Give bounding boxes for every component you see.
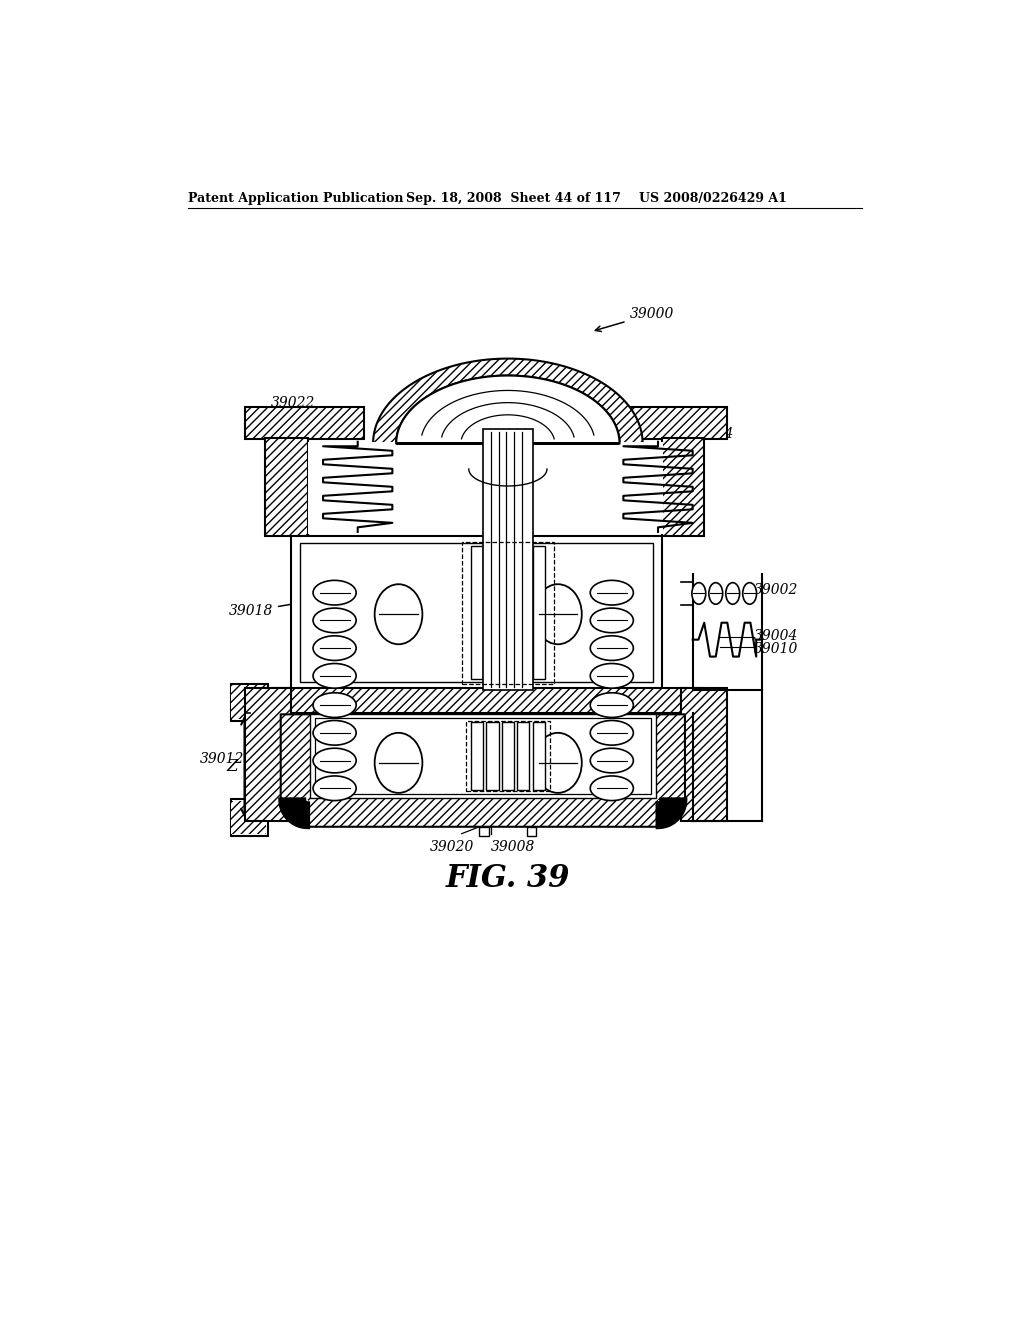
Ellipse shape (535, 585, 582, 644)
Bar (466, 721, 550, 792)
Bar (608, 407, 727, 440)
Bar (502, 546, 514, 678)
Ellipse shape (692, 582, 706, 605)
Polygon shape (396, 376, 620, 444)
Ellipse shape (313, 776, 356, 800)
Ellipse shape (535, 733, 582, 793)
Ellipse shape (590, 776, 634, 800)
Bar (655, 714, 685, 800)
Text: Patent Application Publication: Patent Application Publication (188, 191, 403, 205)
Bar (462, 543, 554, 684)
Bar (307, 797, 658, 826)
Ellipse shape (590, 748, 634, 774)
Bar (502, 722, 514, 789)
Bar (571, 442, 664, 535)
Bar (471, 722, 483, 789)
Text: 39014: 39014 (689, 428, 734, 441)
Ellipse shape (313, 581, 356, 605)
Ellipse shape (590, 721, 634, 744)
Bar (300, 544, 652, 682)
Bar (307, 442, 400, 535)
Bar (479, 826, 488, 836)
Text: 39002: 39002 (755, 582, 799, 597)
Ellipse shape (590, 693, 634, 718)
Bar (532, 722, 545, 789)
Bar (517, 546, 529, 678)
Text: 39018: 39018 (228, 598, 318, 618)
Text: 39000: 39000 (595, 308, 674, 331)
Ellipse shape (375, 733, 422, 793)
Text: 39010: 39010 (755, 642, 799, 656)
Ellipse shape (375, 585, 422, 644)
Ellipse shape (590, 636, 634, 660)
Text: FIG. 39: FIG. 39 (445, 863, 570, 894)
Ellipse shape (726, 582, 739, 605)
Ellipse shape (313, 693, 356, 718)
Ellipse shape (313, 721, 356, 744)
Bar (310, 714, 655, 797)
Bar (230, 685, 266, 719)
Ellipse shape (313, 664, 356, 688)
Ellipse shape (709, 582, 723, 605)
Ellipse shape (313, 636, 356, 660)
Bar (662, 438, 705, 536)
Text: Sep. 18, 2008  Sheet 44 of 117: Sep. 18, 2008 Sheet 44 of 117 (407, 191, 622, 205)
Polygon shape (373, 359, 643, 444)
Bar (483, 429, 532, 689)
Text: 39006: 39006 (621, 733, 720, 747)
Bar (486, 722, 499, 789)
Ellipse shape (313, 609, 356, 632)
Bar (532, 546, 545, 678)
Bar (230, 800, 266, 834)
Text: US 2008/0226429 A1: US 2008/0226429 A1 (639, 191, 786, 205)
Text: Z: Z (227, 758, 239, 775)
Bar (245, 688, 291, 821)
Ellipse shape (742, 582, 757, 605)
Text: 39008: 39008 (490, 840, 536, 854)
Bar (517, 722, 529, 789)
Ellipse shape (590, 609, 634, 632)
Ellipse shape (313, 748, 356, 774)
Bar (281, 714, 310, 800)
Text: 39004: 39004 (755, 628, 799, 643)
Text: 39012: 39012 (200, 752, 244, 766)
Bar (230, 684, 267, 721)
Bar (314, 718, 651, 793)
Bar (265, 688, 705, 713)
Bar (245, 407, 364, 440)
Bar (265, 438, 307, 536)
Text: 39020: 39020 (430, 840, 474, 854)
Ellipse shape (590, 581, 634, 605)
Bar (527, 826, 537, 836)
Bar (230, 799, 267, 836)
Bar (681, 688, 727, 821)
Bar (291, 536, 662, 689)
Text: 39022: 39022 (271, 396, 338, 425)
Bar (471, 546, 483, 678)
Bar (486, 546, 499, 678)
Text: 39016: 39016 (455, 375, 500, 397)
Ellipse shape (590, 664, 634, 688)
